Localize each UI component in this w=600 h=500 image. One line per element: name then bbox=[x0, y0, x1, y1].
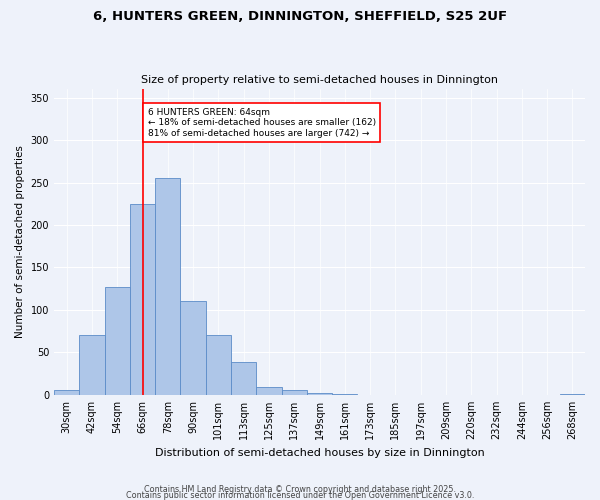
Bar bbox=[54, 390, 79, 395]
Bar bbox=[155, 178, 181, 395]
Bar bbox=[206, 336, 231, 395]
Bar bbox=[181, 300, 206, 395]
Bar bbox=[281, 390, 307, 395]
Bar bbox=[560, 394, 585, 395]
Bar bbox=[307, 393, 332, 395]
Text: 6 HUNTERS GREEN: 64sqm
← 18% of semi-detached houses are smaller (162)
81% of se: 6 HUNTERS GREEN: 64sqm ← 18% of semi-det… bbox=[148, 108, 376, 138]
X-axis label: Distribution of semi-detached houses by size in Dinnington: Distribution of semi-detached houses by … bbox=[155, 448, 484, 458]
Bar bbox=[231, 362, 256, 395]
Bar bbox=[130, 204, 155, 395]
Y-axis label: Number of semi-detached properties: Number of semi-detached properties bbox=[15, 146, 25, 338]
Text: Contains HM Land Registry data © Crown copyright and database right 2025.: Contains HM Land Registry data © Crown c… bbox=[144, 484, 456, 494]
Text: Contains public sector information licensed under the Open Government Licence v3: Contains public sector information licen… bbox=[126, 490, 474, 500]
Bar bbox=[256, 388, 281, 395]
Bar bbox=[79, 336, 104, 395]
Title: Size of property relative to semi-detached houses in Dinnington: Size of property relative to semi-detach… bbox=[141, 76, 498, 86]
Text: 6, HUNTERS GREEN, DINNINGTON, SHEFFIELD, S25 2UF: 6, HUNTERS GREEN, DINNINGTON, SHEFFIELD,… bbox=[93, 10, 507, 23]
Bar bbox=[104, 287, 130, 395]
Bar bbox=[332, 394, 358, 395]
